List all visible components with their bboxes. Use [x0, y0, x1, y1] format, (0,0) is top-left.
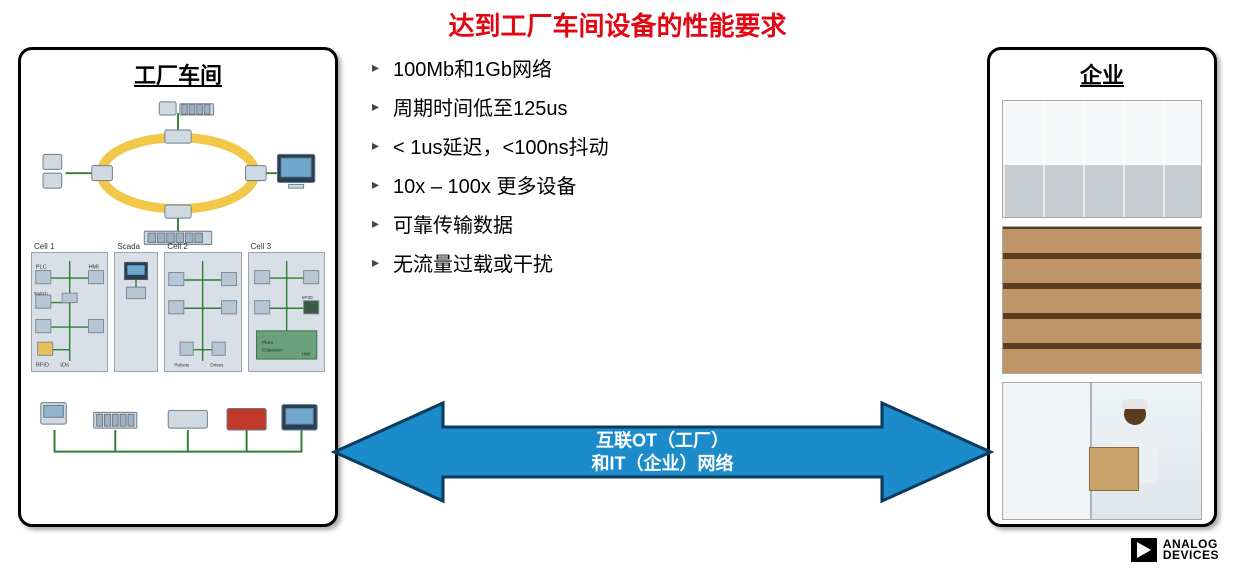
photo-warehouse	[1002, 226, 1202, 374]
content-row: 工厂车间	[0, 47, 1235, 527]
bottom-network-strip	[31, 382, 325, 482]
cell-label: Cell 2	[167, 242, 187, 251]
cell-label: Scada	[117, 242, 140, 251]
enterprise-panel: 企业	[987, 47, 1217, 527]
photo-office	[1002, 100, 1202, 218]
svg-text:PLC: PLC	[36, 265, 47, 271]
bullet-item: 可靠传输数据	[372, 209, 967, 238]
enterprise-panel-title: 企业	[1080, 58, 1124, 90]
cell-2: Cell 2	[164, 252, 241, 372]
arrow-line1: 互联OT（工厂）	[328, 430, 997, 453]
factory-panel: 工厂车间	[18, 47, 338, 527]
bullet-item: 100Mb和1Gb网络	[372, 53, 967, 82]
brand-mark-icon	[1131, 538, 1157, 562]
cell-1: Cell 1	[31, 252, 108, 372]
svg-text:I/P20: I/P20	[301, 295, 312, 300]
bullet-item: 无流量过载或干扰	[372, 248, 967, 277]
svg-text:IOs: IOs	[60, 363, 69, 369]
svg-text:Robots: Robots	[175, 363, 191, 368]
brand-logo: ANALOG DEVICES	[1131, 538, 1219, 562]
svg-text:Plant: Plant	[262, 340, 273, 345]
svg-text:HMI: HMI	[301, 351, 310, 356]
cell-label: Cell 3	[251, 242, 271, 251]
bullet-item: 10x – 100x 更多设备	[372, 170, 967, 199]
arrow-label: 互联OT（工厂） 和IT（企业）网络	[328, 430, 997, 475]
ring-network-icon	[31, 100, 325, 250]
cell-scada: Scada	[114, 252, 158, 372]
svg-text:Switch: Switch	[34, 291, 48, 296]
center-column: 100Mb和1Gb网络 周期时间低至125us < 1us延迟，<100ns抖动…	[338, 47, 987, 527]
bullet-item: 周期时间低至125us	[372, 92, 967, 121]
slide-title: 达到工厂车间设备的性能要求	[0, 0, 1235, 47]
cell-label: Cell 1	[34, 242, 54, 251]
cell-3: Cell 3	[248, 252, 325, 372]
factory-panel-title: 工厂车间	[134, 58, 222, 90]
arrow-line2: 和IT（企业）网络	[328, 452, 997, 475]
photo-delivery	[1002, 382, 1202, 520]
svg-text:Drives: Drives	[211, 363, 225, 368]
requirements-list: 100Mb和1Gb网络 周期时间低至125us < 1us延迟，<100ns抖动…	[372, 53, 967, 277]
svg-text:Extension: Extension	[262, 348, 283, 353]
cells-row: Cell 1	[31, 252, 325, 372]
svg-text:RFID: RFID	[36, 363, 49, 369]
svg-text:HMI: HMI	[88, 265, 99, 271]
factory-diagram: Cell 1	[21, 96, 335, 524]
bullet-item: < 1us延迟，<100ns抖动	[372, 131, 967, 160]
brand-text: ANALOG DEVICES	[1163, 539, 1219, 562]
double-arrow: 互联OT（工厂） 和IT（企业）网络	[328, 397, 997, 507]
